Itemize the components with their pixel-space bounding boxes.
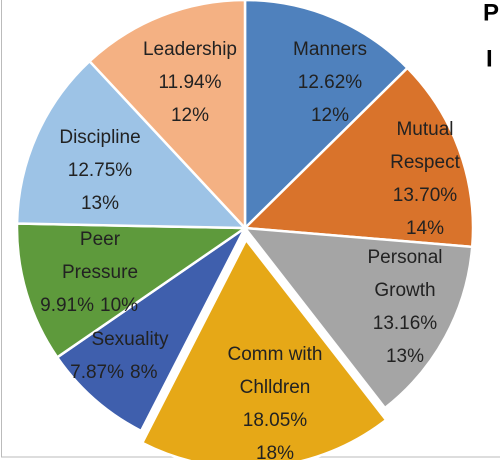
pie-slice bbox=[15, 59, 248, 230]
rounded-label: 10% bbox=[100, 295, 138, 316]
slice-label: Sexuality bbox=[91, 329, 169, 350]
rounded-label: 8% bbox=[130, 362, 158, 383]
value-label: 18.05% bbox=[243, 410, 308, 431]
rounded-label: 13% bbox=[386, 346, 424, 367]
value-label: 11.94% bbox=[158, 72, 221, 93]
pie-slice bbox=[243, 0, 410, 231]
slice-label: Personal Growth bbox=[368, 247, 443, 301]
value-label: 12.75% bbox=[68, 160, 133, 181]
title-fragment: P bbox=[483, 0, 499, 26]
rounded-label: 12% bbox=[171, 105, 209, 126]
rounded-label: 13% bbox=[81, 193, 119, 214]
slice-label: Comm with Chlldren bbox=[227, 344, 322, 398]
rounded-label: 12% bbox=[311, 105, 349, 126]
value-label: 13.70% bbox=[393, 185, 458, 206]
rounded-label: 14% bbox=[406, 218, 444, 239]
value-label: 13.16% bbox=[373, 313, 438, 334]
slice-label: Mutual Respect bbox=[390, 119, 460, 173]
slice-label: Leadership bbox=[143, 39, 237, 60]
pie-slice bbox=[55, 226, 247, 433]
slice-label: Discipline bbox=[59, 127, 140, 148]
pie-slice bbox=[242, 226, 474, 410]
title-fragment: I bbox=[486, 45, 493, 72]
value-label: 12.62% bbox=[298, 72, 363, 93]
rounded-label: 18% bbox=[256, 443, 294, 460]
pie-slice bbox=[140, 237, 388, 460]
slice-label: Manners bbox=[293, 39, 367, 60]
pie-slice bbox=[15, 222, 249, 360]
pie-slice bbox=[242, 66, 475, 249]
value-label: 7.87% bbox=[70, 362, 124, 383]
value-label: 9.91% bbox=[40, 295, 94, 316]
pie-slice bbox=[87, 0, 247, 232]
slice-label: Peer Pressure bbox=[62, 229, 138, 283]
